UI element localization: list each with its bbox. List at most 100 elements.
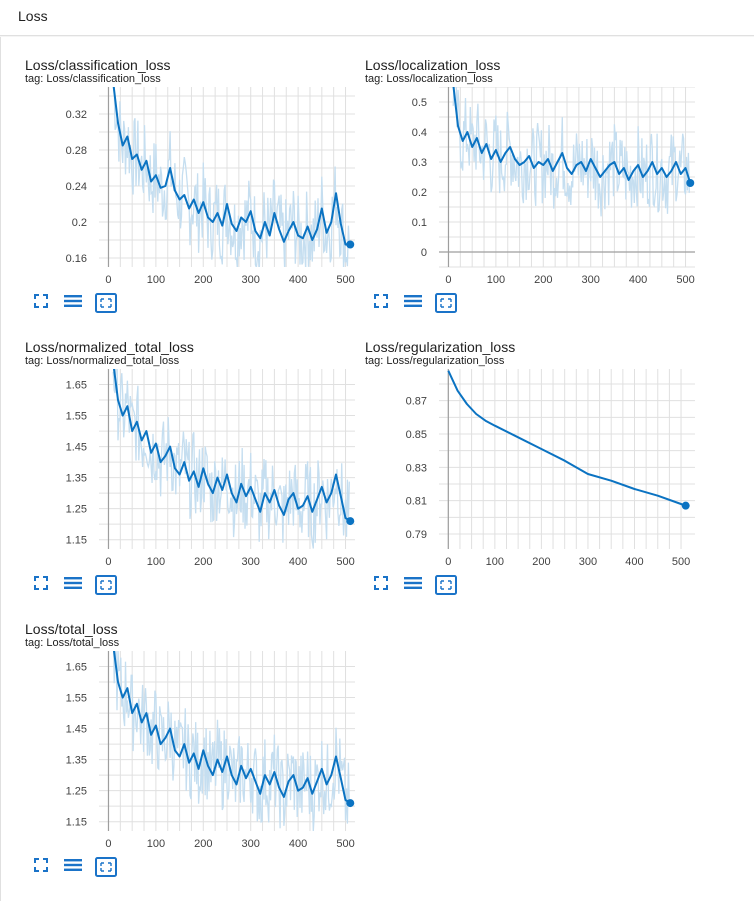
list-icon[interactable] <box>403 293 425 313</box>
raw-series-line <box>112 369 350 549</box>
chart-title: Loss/localization_loss <box>365 57 501 73</box>
x-tick-label: 400 <box>289 556 307 568</box>
series-line <box>447 370 687 507</box>
y-tick-label: 0.16 <box>66 253 87 265</box>
section-header[interactable]: Loss <box>0 0 754 36</box>
grid <box>99 87 355 267</box>
chart-tag: tag: Loss/total_loss <box>25 637 120 649</box>
y-tick-label: 1.15 <box>66 817 87 829</box>
x-tick-label: 100 <box>486 556 504 568</box>
fit-domain-icon[interactable] <box>435 293 457 313</box>
y-tick-label: 1.55 <box>66 693 87 705</box>
x-tick-label: 500 <box>336 556 354 568</box>
x-tick-label: 500 <box>336 274 354 286</box>
x-tick-label: 200 <box>532 556 550 568</box>
line-chart[interactable]: 0 100 200 300 400 500 0.16 0.2 0.24 0.28 0.32 <box>25 87 355 287</box>
x-tick-label: 300 <box>579 556 597 568</box>
x-tick-label: 500 <box>676 274 694 286</box>
x-tick-label: 200 <box>534 274 552 286</box>
chart-tag: tag: Loss/classification_loss <box>25 73 161 85</box>
fit-domain-icon[interactable] <box>95 857 117 877</box>
list-icon[interactable] <box>403 575 425 595</box>
x-tick-label: 300 <box>582 274 600 286</box>
chart-tag: tag: Loss/regularization_loss <box>365 355 505 367</box>
charts-panel: Loss/classification_loss tag: Loss/class… <box>0 37 754 901</box>
x-tick-label: 100 <box>487 274 505 286</box>
chart-tag: tag: Loss/normalized_total_loss <box>25 355 180 367</box>
chart-card-regularization-loss: Loss/regularization_loss tag: Loss/regul… <box>365 339 695 609</box>
grid <box>439 369 695 549</box>
last-point-marker <box>346 240 355 249</box>
x-tick-label: 100 <box>147 556 165 568</box>
list-icon[interactable] <box>63 293 85 313</box>
y-tick-label: 0.32 <box>66 109 87 121</box>
last-point-marker <box>346 517 355 526</box>
x-tick-label: 300 <box>242 556 260 568</box>
x-tick-label: 500 <box>336 838 354 850</box>
series-line <box>112 87 351 246</box>
x-tick-label: 100 <box>147 838 165 850</box>
expand-icon[interactable] <box>373 575 395 595</box>
chart-card-localization-loss: Loss/localization_loss tag: Loss/localiz… <box>365 57 695 327</box>
line-chart[interactable]: 0 100 200 300 400 500 1.15 1.25 1.35 1.45 1.55 1.65 <box>25 369 355 569</box>
y-tick-label: 1.15 <box>66 535 87 547</box>
y-tick-label: 0.2 <box>72 217 87 229</box>
line-chart[interactable]: 0 100 200 300 400 500 0.79 0.81 0.83 0.85 0.87 <box>365 369 695 569</box>
x-tick-label: 200 <box>194 274 212 286</box>
y-tick-label: 0.2 <box>412 187 427 199</box>
x-tick-label: 400 <box>289 838 307 850</box>
x-tick-label: 300 <box>242 274 260 286</box>
y-tick-label: 0.1 <box>412 217 427 229</box>
section-title: Loss <box>18 8 48 24</box>
y-tick-label: 1.25 <box>66 786 87 798</box>
y-tick-label: 1.45 <box>66 724 87 736</box>
list-icon[interactable] <box>63 575 85 595</box>
chart-title: Loss/regularization_loss <box>365 339 516 355</box>
x-tick-label: 300 <box>242 838 260 850</box>
x-tick-label: 0 <box>105 556 111 568</box>
series-line <box>112 369 351 522</box>
chart-tag: tag: Loss/localization_loss <box>365 73 493 85</box>
y-tick-label: 1.35 <box>66 755 87 767</box>
x-tick-label: 400 <box>289 274 307 286</box>
y-tick-label: 1.65 <box>66 662 87 674</box>
chart-card-total-loss: Loss/total_loss tag: Loss/total_loss 0 10… <box>25 621 355 891</box>
last-point-marker <box>346 799 355 808</box>
expand-icon[interactable] <box>33 293 55 313</box>
chart-title: Loss/total_loss <box>25 621 118 637</box>
x-tick-label: 400 <box>629 274 647 286</box>
expand-icon[interactable] <box>373 293 395 313</box>
y-tick-label: 1.45 <box>66 442 87 454</box>
fit-domain-icon[interactable] <box>95 293 117 313</box>
last-point-marker <box>681 501 690 510</box>
y-tick-label: 1.25 <box>66 504 87 516</box>
y-tick-label: 0.83 <box>406 462 427 474</box>
list-icon[interactable] <box>63 857 85 877</box>
line-chart[interactable]: 0 100 200 300 400 500 0 0.1 0.2 0.3 0.4 0.5 <box>365 87 695 287</box>
fit-domain-icon[interactable] <box>435 575 457 595</box>
x-tick-label: 0 <box>105 274 111 286</box>
x-tick-label: 200 <box>194 838 212 850</box>
line-chart[interactable]: 0 100 200 300 400 500 1.15 1.25 1.35 1.45 1.55 1.65 <box>25 651 355 851</box>
y-tick-label: 1.65 <box>66 380 87 392</box>
expand-icon[interactable] <box>33 857 55 877</box>
chart-title: Loss/normalized_total_loss <box>25 339 194 355</box>
grid <box>99 369 355 549</box>
y-tick-label: 0.4 <box>412 127 427 139</box>
x-tick-label: 200 <box>194 556 212 568</box>
chart-title: Loss/classification_loss <box>25 57 171 73</box>
y-tick-label: 0.87 <box>406 396 427 408</box>
x-tick-label: 400 <box>625 556 643 568</box>
expand-icon[interactable] <box>33 575 55 595</box>
x-tick-label: 0 <box>105 838 111 850</box>
raw-series-line <box>113 651 350 831</box>
chart-card-normalized-total-loss: Loss/normalized_total_loss tag: Loss/nor… <box>25 339 355 609</box>
y-tick-label: 0 <box>421 247 427 259</box>
y-tick-label: 0.28 <box>66 145 87 157</box>
y-tick-label: 0.24 <box>66 181 87 193</box>
x-tick-label: 100 <box>147 274 165 286</box>
fit-domain-icon[interactable] <box>95 575 117 595</box>
raw-series-line <box>113 87 350 267</box>
y-tick-label: 1.55 <box>66 411 87 423</box>
series-line <box>452 87 692 184</box>
